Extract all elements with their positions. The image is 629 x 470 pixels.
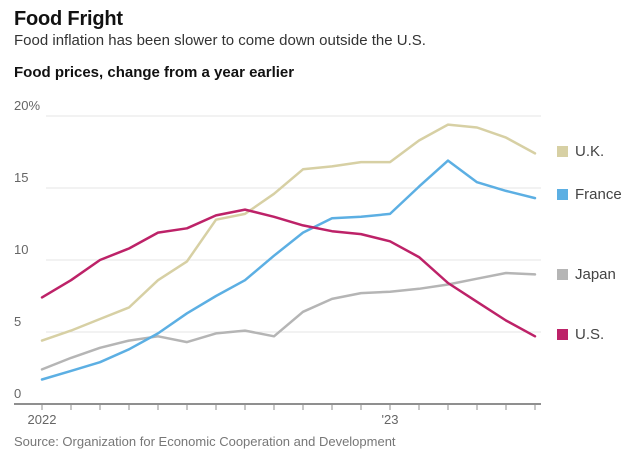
- y-axis-tick-label: 10: [14, 242, 28, 257]
- legend-swatch-france: [557, 189, 568, 200]
- page-title: Food Fright: [14, 8, 123, 30]
- y-axis-tick-label: 5: [14, 314, 21, 329]
- source-note: Source: Organization for Economic Cooper…: [14, 434, 396, 449]
- series-line-japan: [40, 271, 537, 371]
- legend-item-france: France: [557, 186, 622, 203]
- legend-label-japan: Japan: [575, 266, 616, 283]
- legend-swatch-uk: [557, 146, 568, 157]
- y-axis-tick-label: 15: [14, 170, 28, 185]
- chart-title: Food prices, change from a year earlier: [14, 64, 295, 81]
- series-line-us: [40, 208, 537, 338]
- legend-label-uk: U.K.: [575, 143, 605, 160]
- legend-label-us: U.S.: [575, 326, 605, 343]
- page-subtitle: Food inflation has been slower to come d…: [14, 32, 426, 49]
- y-axis-tick-label: 0: [14, 386, 21, 401]
- x-axis-label: 2022: [28, 412, 57, 427]
- x-axis-label: '23: [382, 412, 399, 427]
- legend-item-us: U.S.: [557, 326, 604, 343]
- legend-item-uk: U.K.: [557, 143, 604, 160]
- legend-label-france: France: [575, 186, 622, 203]
- series-line-uk: [40, 123, 537, 342]
- x-axis-ticks: [41, 405, 536, 410]
- legend-item-japan: Japan: [557, 266, 616, 283]
- legend-swatch-japan: [557, 269, 568, 280]
- series-line-france: [40, 159, 537, 381]
- legend-swatch-us: [557, 329, 568, 340]
- y-axis-tick-label: 20%: [14, 98, 40, 113]
- gridlines: 0 5 10 15 20%: [14, 98, 541, 405]
